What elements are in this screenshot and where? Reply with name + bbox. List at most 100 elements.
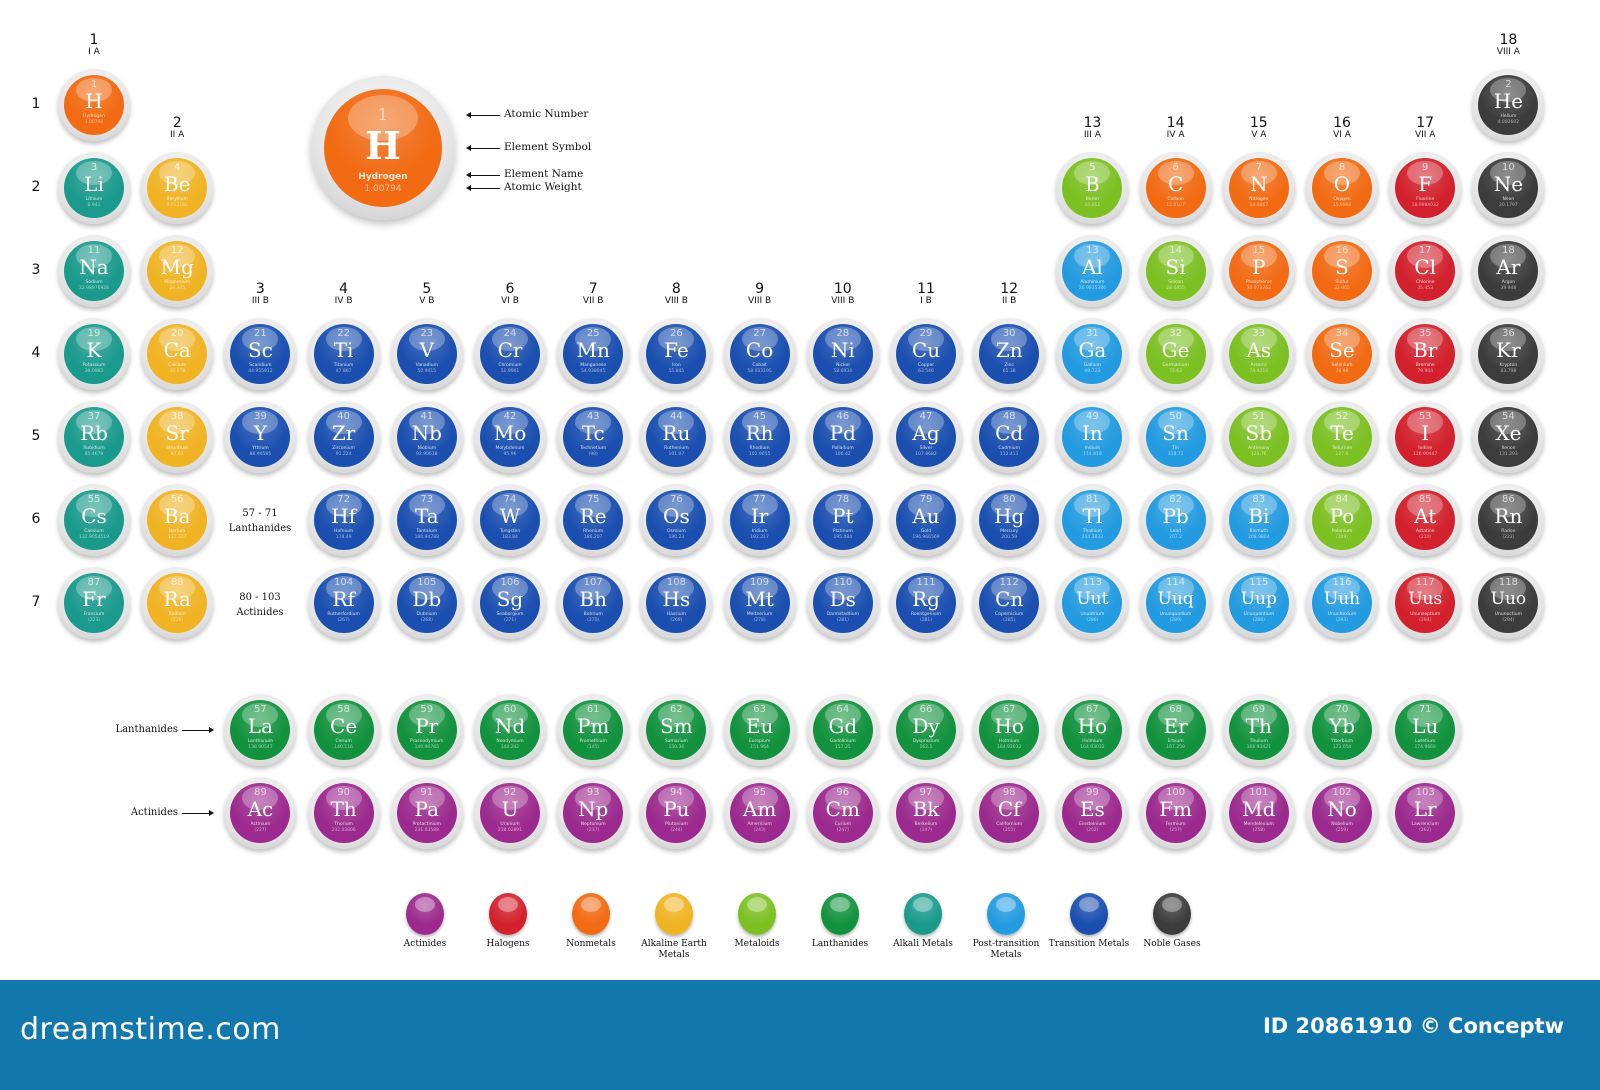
element-he[interactable]: 2 He Helium 4.002602 [1472, 69, 1545, 141]
element-cm[interactable]: 96 Cm Curium (247) [806, 777, 879, 849]
element-uuo[interactable]: 118 Uuo Ununoctium (294) [1472, 567, 1545, 639]
element-am[interactable]: 95 Am Americium (243) [723, 777, 796, 849]
element-ne[interactable]: 10 Ne Neon 20.1797 [1472, 152, 1545, 224]
element-gd[interactable]: 64 Gd Gadolinium 157.25 [806, 694, 879, 766]
element-dy[interactable]: 66 Dy Dysprosium 162.5 [890, 694, 962, 766]
element-po[interactable]: 84 Po Polonium (209) [1306, 484, 1378, 556]
element-uuq[interactable]: 114 Uuq Ununquadium (289) [1139, 567, 1212, 639]
dreamstime-logo[interactable]: dreamstime.com [20, 1012, 281, 1047]
element-ni[interactable]: 28 Ni Nickel 58.6934 [806, 318, 879, 390]
element-bk[interactable]: 97 Bk Berkelium (247) [890, 777, 962, 849]
element-mo[interactable]: 42 Mo Molybdenum 95.96 [474, 401, 546, 473]
element-os[interactable]: 76 Os Osmium 190.23 [640, 484, 713, 556]
element-be[interactable]: 4 Be Beryllium 9.012182 [141, 152, 214, 224]
element-si[interactable]: 14 Si Silicon 28.0855 [1139, 235, 1212, 307]
element-fm[interactable]: 100 Fm Fermium (257) [1139, 777, 1212, 849]
element-hs[interactable]: 108 Hs Hassium (269) [640, 567, 713, 639]
element-cs[interactable]: 55 Cs Caesium 132.9054519 [58, 484, 130, 556]
element-bi[interactable]: 83 Bi Bismuth 208.9804 [1222, 484, 1295, 556]
element-th[interactable]: 69 Th Thulium 168.93421 [1222, 694, 1295, 766]
element-f[interactable]: 9 F Fluorine 18.9984032 [1389, 152, 1462, 224]
element-pd[interactable]: 46 Pd Palladium 106.42 [806, 401, 879, 473]
element-v[interactable]: 23 V Vanadium 50.9415 [390, 318, 463, 390]
element-eu[interactable]: 63 Eu Europium 151.964 [723, 694, 796, 766]
element-er[interactable]: 68 Er Erbium 167.259 [1139, 694, 1212, 766]
element-np[interactable]: 93 Np Neptunium (237) [557, 777, 630, 849]
element-uus[interactable]: 117 Uus Ununseptium (294) [1389, 567, 1462, 639]
element-pa[interactable]: 91 Pa Protactinium 231.03588 [390, 777, 463, 849]
element-at[interactable]: 85 At Astatine (210) [1389, 484, 1462, 556]
element-br[interactable]: 35 Br Bromine 79.904 [1389, 318, 1462, 390]
element-pt[interactable]: 78 Pt Platinum 195.084 [806, 484, 879, 556]
element-ge[interactable]: 32 Ge Germanium 72.63 [1139, 318, 1212, 390]
element-pr[interactable]: 59 Pr Praseodymium 140.90765 [390, 694, 463, 766]
element-te[interactable]: 52 Te Tellurium 127.6 [1306, 401, 1378, 473]
element-ba[interactable]: 56 Ba Barium 137.327 [141, 484, 214, 556]
element-pb[interactable]: 82 Pb Lead 207.2 [1139, 484, 1212, 556]
element-lr[interactable]: 103 Lr Lawrencium (262) [1389, 777, 1462, 849]
element-tl[interactable]: 81 Tl Thallium 204.3833 [1056, 484, 1129, 556]
element-o[interactable]: 8 O Oxygen 15.9994 [1306, 152, 1378, 224]
element-uup[interactable]: 115 Uup Ununpentium (288) [1222, 567, 1295, 639]
element-ra[interactable]: 88 Ra Radium (226) [141, 567, 214, 639]
element-sb[interactable]: 51 Sb Antimony 121.76 [1222, 401, 1295, 473]
element-ti[interactable]: 22 Ti Titanium 47.867 [307, 318, 380, 390]
element-cd[interactable]: 48 Cd Cadmium 112.411 [973, 401, 1046, 473]
element-md[interactable]: 101 Md Mendelevium (258) [1222, 777, 1295, 849]
element-fe[interactable]: 26 Fe Iron 55.845 [640, 318, 713, 390]
element-fr[interactable]: 87 Fr Francium (223) [58, 567, 130, 639]
element-as[interactable]: 33 As Arsenic 74.9216 [1222, 318, 1295, 390]
element-kr[interactable]: 36 Kr Krypton 83.798 [1472, 318, 1545, 390]
element-sr[interactable]: 38 Sr Strontium 87.62 [141, 401, 214, 473]
element-li[interactable]: 3 Li Lithium 6.941 [58, 152, 130, 224]
element-n[interactable]: 7 N Nitrogen 14.0067 [1222, 152, 1295, 224]
element-nd[interactable]: 60 Nd Neodymium 144.242 [474, 694, 546, 766]
element-rb[interactable]: 37 Rb Rubidium 85.4678 [58, 401, 130, 473]
element-na[interactable]: 11 Na Sodium 22.98976928 [58, 235, 130, 307]
element-co[interactable]: 27 Co Cobalt 58.933195 [723, 318, 796, 390]
element-sg[interactable]: 106 Sg Seaborgium (271) [474, 567, 546, 639]
element-ir[interactable]: 77 Ir Iridium 192.217 [723, 484, 796, 556]
element-rf[interactable]: 104 Rf Rutherfordium (267) [307, 567, 380, 639]
element-xe[interactable]: 54 Xe Xenon 131.293 [1472, 401, 1545, 473]
element-b[interactable]: 5 B Boron 10.811 [1056, 152, 1129, 224]
element-rg[interactable]: 111 Rg Roentgenium (281) [890, 567, 962, 639]
element-tc[interactable]: 43 Tc Technetium (98) [557, 401, 630, 473]
element-k[interactable]: 19 K Potassium 39.0983 [58, 318, 130, 390]
element-th[interactable]: 90 Th Thorium 232.03806 [307, 777, 380, 849]
element-p[interactable]: 15 P Phosphorus 30.973762 [1222, 235, 1295, 307]
element-rn[interactable]: 86 Rn Radon (222) [1472, 484, 1545, 556]
element-i[interactable]: 53 I Iodine 126.90447 [1389, 401, 1462, 473]
element-mt[interactable]: 109 Mt Meitnerium (278) [723, 567, 796, 639]
element-pm[interactable]: 61 Pm Promethium (145) [557, 694, 630, 766]
element-ce[interactable]: 58 Ce Cerium 140.116 [307, 694, 380, 766]
element-w[interactable]: 74 W Tungsten 183.84 [474, 484, 546, 556]
element-s[interactable]: 16 S Sulfur 32.065 [1306, 235, 1378, 307]
element-re[interactable]: 75 Re Rhenium 186.207 [557, 484, 630, 556]
element-cu[interactable]: 29 Cu Copper 63.546 [890, 318, 962, 390]
element-lu[interactable]: 71 Lu Lutetium 174.9668 [1389, 694, 1462, 766]
element-cn[interactable]: 112 Cn Copernicium (285) [973, 567, 1046, 639]
element-ta[interactable]: 73 Ta Tantalum 180.94788 [390, 484, 463, 556]
element-in[interactable]: 49 In Indium 114.818 [1056, 401, 1129, 473]
element-c[interactable]: 6 C Carbon 12.0107 [1139, 152, 1212, 224]
element-hf[interactable]: 72 Hf Hafnium 178.49 [307, 484, 380, 556]
element-ca[interactable]: 20 Ca Calcium 40.078 [141, 318, 214, 390]
element-rh[interactable]: 45 Rh Rhodium 102.9055 [723, 401, 796, 473]
element-sc[interactable]: 21 Sc Scandium 44.955912 [224, 318, 297, 390]
element-zn[interactable]: 30 Zn Zinc 65.38 [973, 318, 1046, 390]
element-al[interactable]: 13 Al Aluminium 26.9815386 [1056, 235, 1129, 307]
element-se[interactable]: 34 Se Selenium 78.96 [1306, 318, 1378, 390]
element-uuh[interactable]: 116 Uuh Ununhexium (293) [1306, 567, 1378, 639]
element-u[interactable]: 92 U Uranium 238.02891 [474, 777, 546, 849]
element-y[interactable]: 39 Y Yttrium 88.90585 [224, 401, 297, 473]
element-ho[interactable]: 67 Ho Holmium 164.93032 [973, 694, 1046, 766]
element-ag[interactable]: 47 Ag Silver 107.8682 [890, 401, 962, 473]
element-uut[interactable]: 113 Uut Ununtrium (286) [1056, 567, 1129, 639]
element-zr[interactable]: 40 Zr Zirconium 91.224 [307, 401, 380, 473]
element-mg[interactable]: 12 Mg Magnesium 24.305 [141, 235, 214, 307]
element-db[interactable]: 105 Db Dubnium (268) [390, 567, 463, 639]
element-ds[interactable]: 110 Ds Darmstadtium (281) [806, 567, 879, 639]
element-hg[interactable]: 80 Hg Mercury 200.59 [973, 484, 1046, 556]
element-mn[interactable]: 25 Mn Manganese 54.938045 [557, 318, 630, 390]
